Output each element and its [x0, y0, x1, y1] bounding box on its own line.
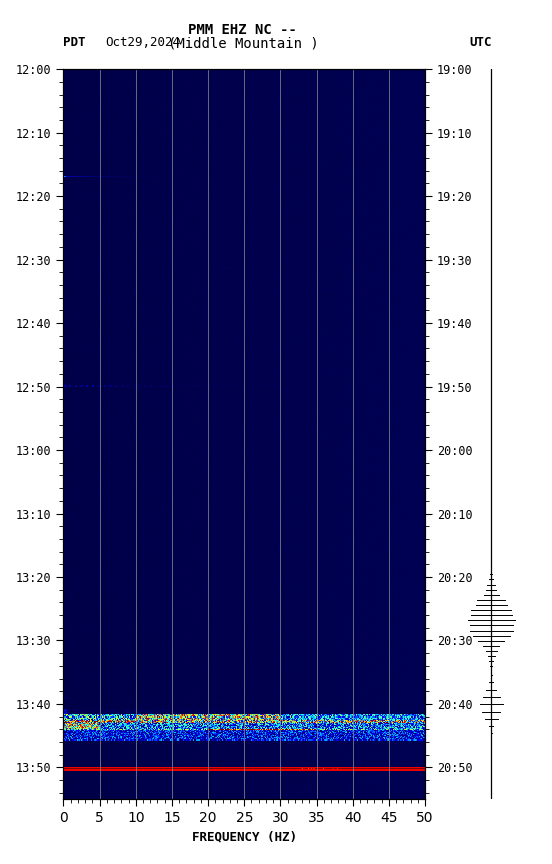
X-axis label: FREQUENCY (HZ): FREQUENCY (HZ) [192, 830, 297, 843]
Text: PMM EHZ NC --: PMM EHZ NC -- [188, 23, 298, 37]
Text: Oct29,2024: Oct29,2024 [105, 36, 180, 49]
Text: UTC: UTC [469, 36, 491, 49]
Text: (Middle Mountain ): (Middle Mountain ) [167, 36, 319, 50]
Text: PDT: PDT [63, 36, 86, 49]
